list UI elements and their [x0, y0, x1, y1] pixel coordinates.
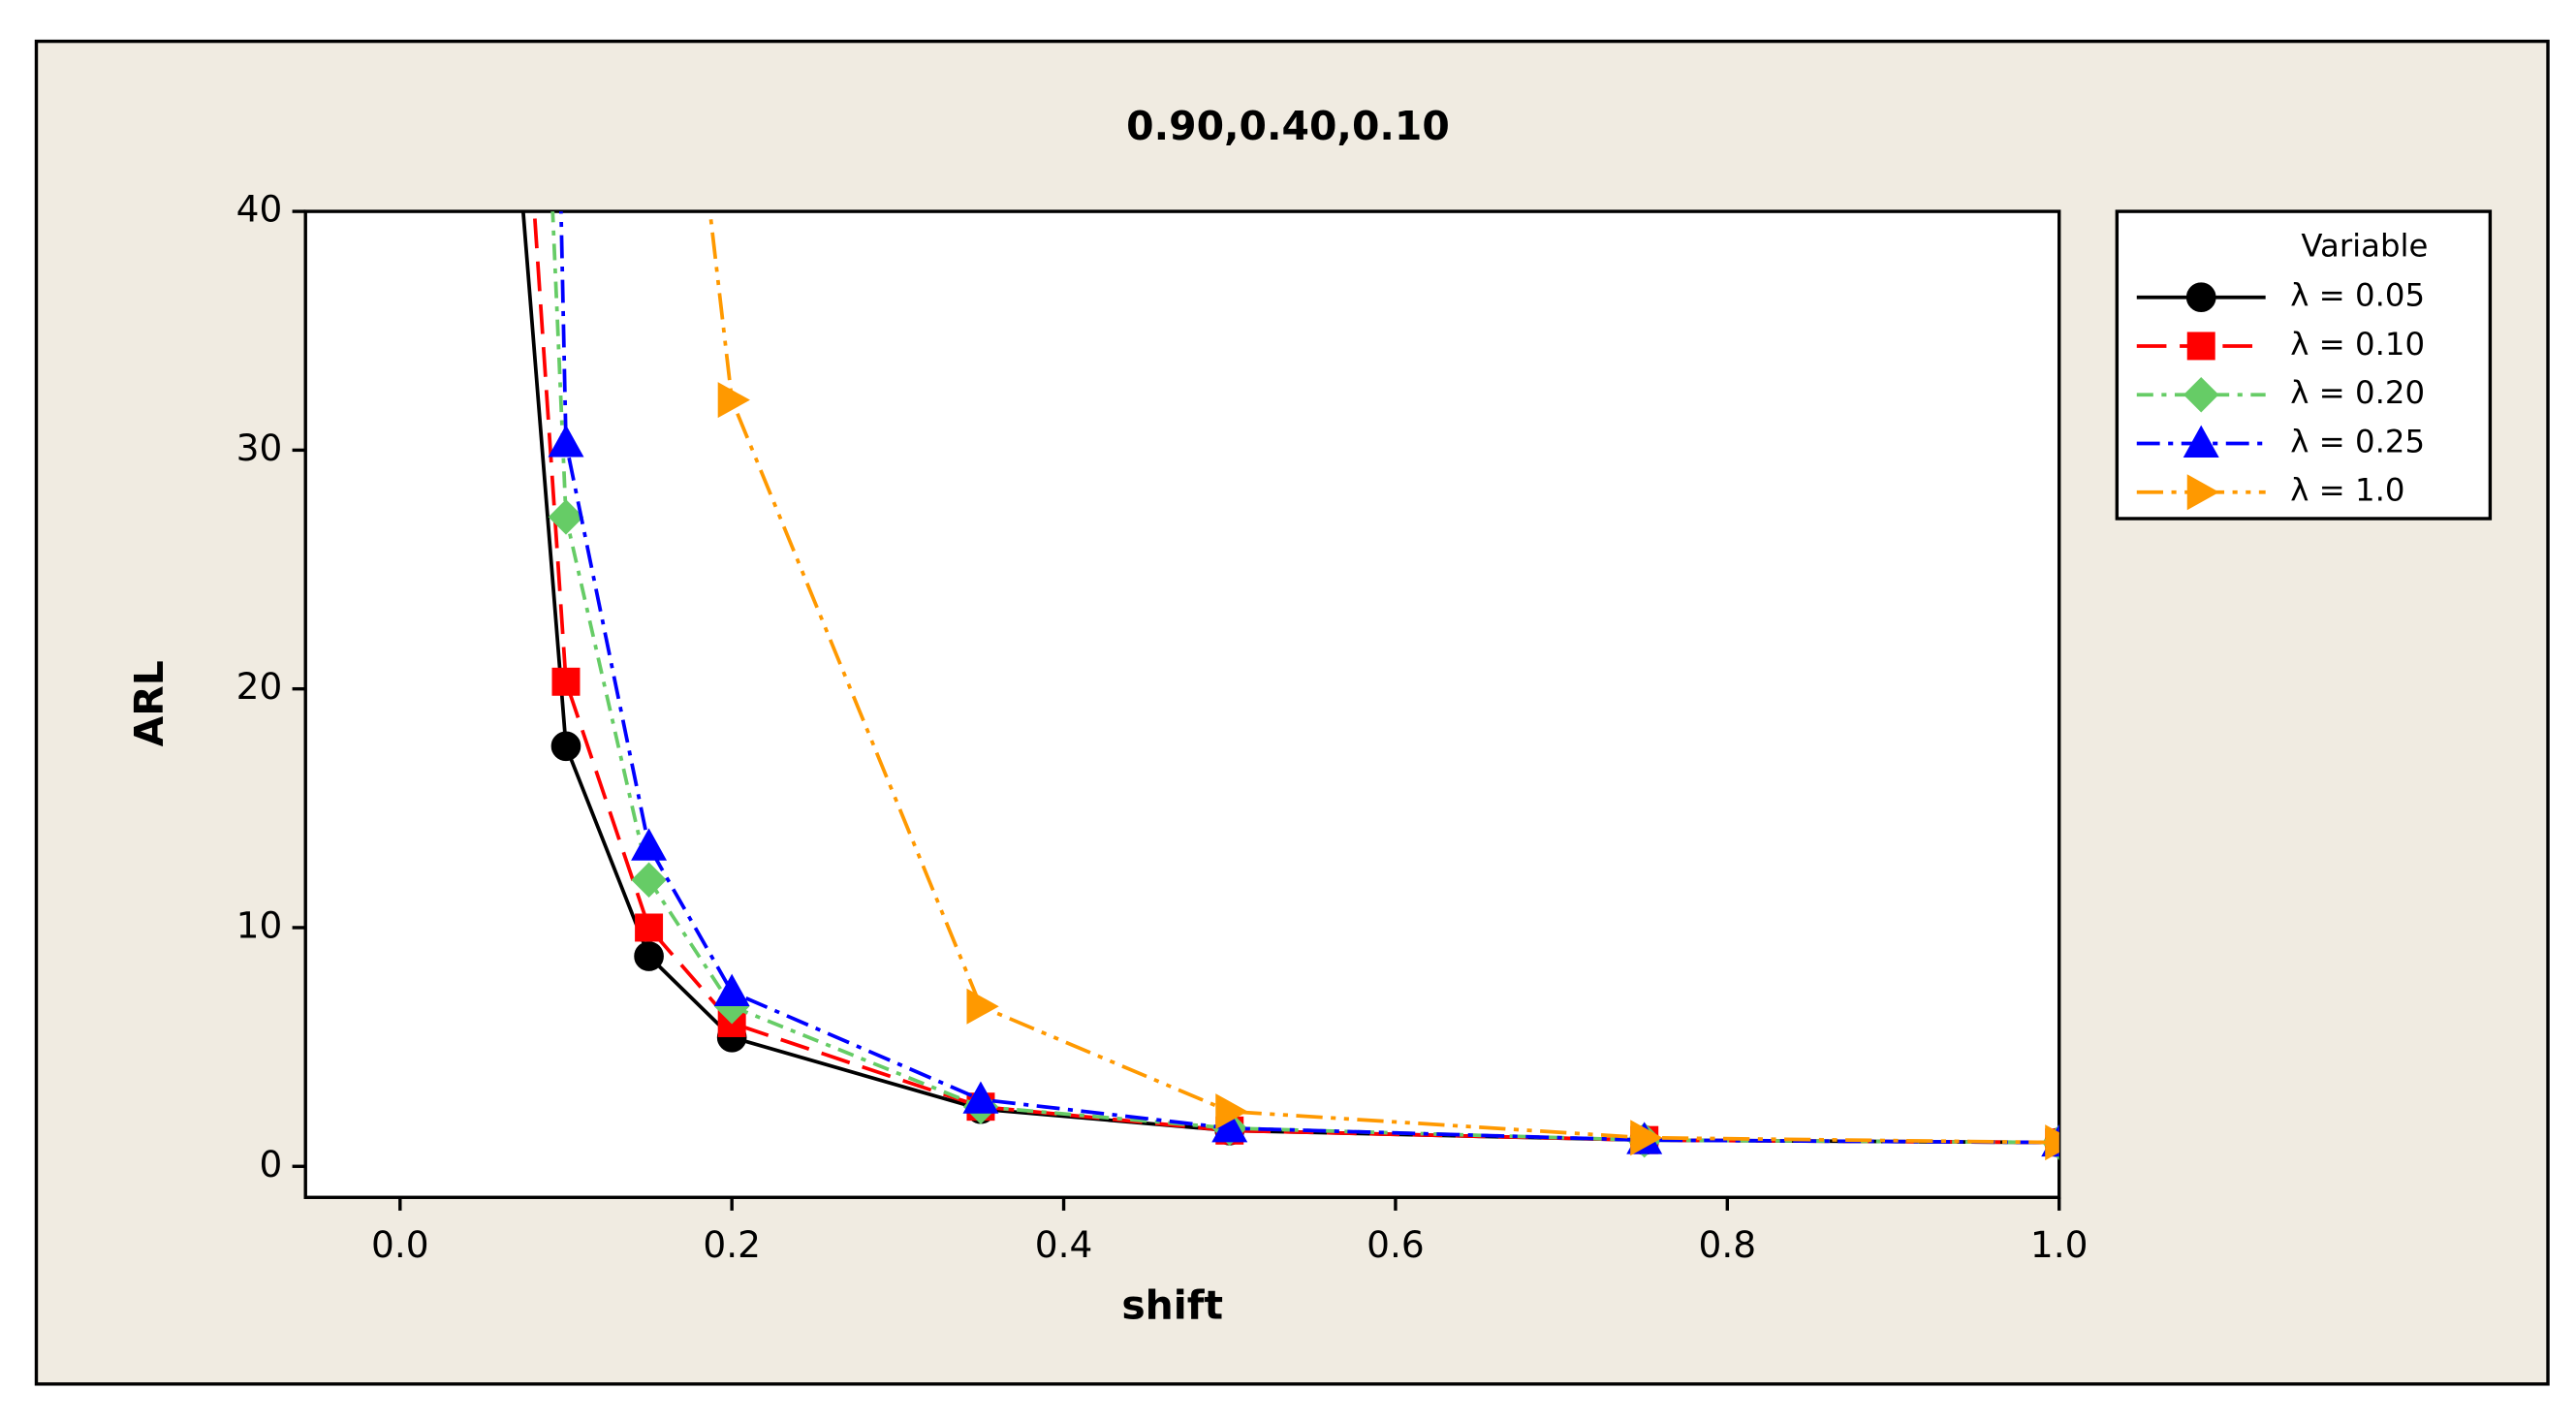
- x-axis-label: shift: [1121, 1281, 1223, 1328]
- x-tick-label: 1.0: [2030, 1223, 2089, 1266]
- marker: [548, 499, 584, 535]
- marker: [962, 1081, 999, 1114]
- series-line: [707, 211, 2059, 1145]
- y-tick-label: 0: [260, 1143, 283, 1185]
- legend-label: λ = 0.10: [2290, 326, 2425, 363]
- legend-marker: [2185, 282, 2216, 313]
- plot-content: [520, 211, 2059, 1161]
- marker: [634, 941, 664, 971]
- y-tick-label: 20: [236, 665, 283, 708]
- marker: [551, 667, 581, 696]
- y-axis-label: ARL: [126, 660, 173, 746]
- legend-label: λ = 0.05: [2290, 277, 2425, 314]
- plot-area: [303, 209, 2061, 1199]
- x-tick-label: 0.6: [1367, 1223, 1425, 1266]
- legend-label: λ = 0.25: [2290, 423, 2425, 459]
- marker: [548, 425, 584, 458]
- marker: [2045, 1124, 2059, 1161]
- x-tick-label: 0.4: [1035, 1223, 1093, 1266]
- marker: [1215, 1093, 1248, 1130]
- marker: [966, 988, 999, 1025]
- marker: [550, 731, 581, 762]
- y-tick-label: 10: [236, 903, 283, 946]
- legend-title: Variable: [2301, 228, 2428, 265]
- marker: [635, 913, 664, 942]
- legend-marker: [2186, 474, 2220, 511]
- y-tick-label: 30: [236, 427, 283, 469]
- x-tick-label: 0.8: [1699, 1223, 1757, 1266]
- marker: [713, 973, 750, 1006]
- series-line: [559, 211, 2059, 1145]
- marker: [631, 862, 667, 898]
- x-tick-label: 0.2: [703, 1223, 761, 1266]
- marker: [717, 382, 750, 419]
- legend-box: [2115, 209, 2493, 521]
- legend-marker: [2183, 425, 2219, 458]
- x-tick-label: 0.0: [371, 1223, 429, 1266]
- legend-label: λ = 0.20: [2290, 374, 2425, 411]
- chart-title: 0.90,0.40,0.10: [1126, 103, 1450, 149]
- legend-label: λ = 1.0: [2290, 472, 2404, 509]
- marker: [1630, 1120, 1663, 1156]
- y-tick-label: 40: [236, 188, 283, 231]
- marker: [1211, 1110, 1248, 1143]
- marker: [631, 828, 668, 861]
- legend-marker: [2183, 376, 2219, 413]
- legend-marker: [2186, 332, 2215, 361]
